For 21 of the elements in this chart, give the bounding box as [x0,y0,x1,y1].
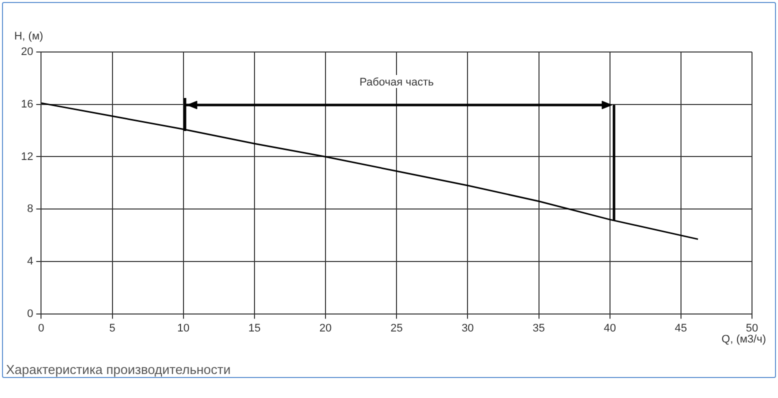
y-tick-label: 16 [20,98,34,110]
x-tick-label: 20 [319,322,332,334]
x-tick-label: 10 [177,322,190,334]
x-tick-label: 45 [674,322,688,334]
y-tick-label: 12 [20,150,34,163]
y-axis-title: H, (м) [14,30,44,43]
x-tick-label: 0 [38,322,44,334]
y-tick-label: 4 [27,255,34,268]
x-tick-label: 40 [604,322,616,334]
x-axis-title: Q, (м3/ч) [722,333,766,346]
x-tick-label: 15 [248,322,261,334]
x-tick-label: 25 [390,322,403,334]
x-tick-label: 30 [462,322,474,334]
x-tick-label: 5 [109,322,116,334]
text: Характеристика производительности [6,362,231,377]
y-tick-label: 8 [27,203,34,216]
annotation: Рабочая часть [359,76,434,89]
y-tick-label: 20 [20,46,34,58]
x-tick-label: 50 [746,322,758,334]
x-tick-label: 35 [532,322,545,334]
y-tick-label: 0 [27,308,34,320]
